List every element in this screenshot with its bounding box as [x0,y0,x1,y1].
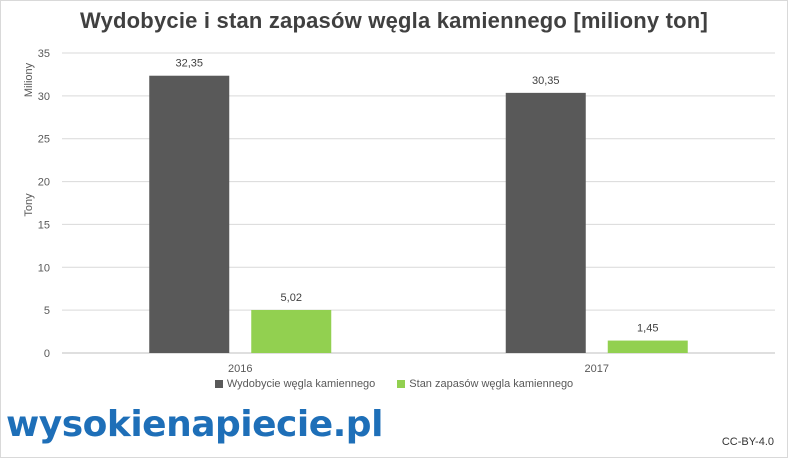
bar [251,309,332,353]
site-logo: wysokienapiecie.pl [6,404,383,445]
y-tick-label: 5 [44,305,50,317]
data-label: 30,35 [532,75,560,87]
y-tick-label: 10 [38,262,50,274]
y-tick-label: 0 [44,348,50,360]
y-axis-label-upper: Miliony [23,62,35,97]
bar [149,75,230,353]
legend-swatch-series-2 [397,380,406,388]
legend-item-series-1: Wydobycie węgla kamiennego [214,378,376,390]
y-tick-label: 20 [38,177,50,189]
legend-item-series-2: Stan zapasów węgla kamiennego [397,378,573,390]
legend-swatch-series-1 [214,380,223,388]
data-label: 5,02 [281,292,302,304]
y-tick-label: 25 [38,134,50,146]
y-axis-label-lower: Tony [23,193,35,217]
legend-label-series-1: Wydobycie węgla kamiennego [226,378,376,390]
x-tick-label: 2017 [585,363,609,375]
data-label: 32,35 [175,58,203,70]
y-tick-label: 35 [38,48,50,60]
x-tick-label: 2016 [228,363,252,375]
bar [607,340,688,353]
legend-label-series-2: Stan zapasów węgla kamiennego [409,378,574,390]
legend: Wydobycie węgla kamiennego Stan zapasów … [0,378,788,390]
license-label: CC-BY-4.0 [721,436,774,448]
data-label: 1,45 [637,323,658,335]
bar [505,92,586,353]
y-tick-label: 30 [38,91,50,103]
chart-title: Wydobycie i stan zapasów węgla kamienneg… [80,8,708,33]
y-tick-label: 15 [38,219,50,231]
